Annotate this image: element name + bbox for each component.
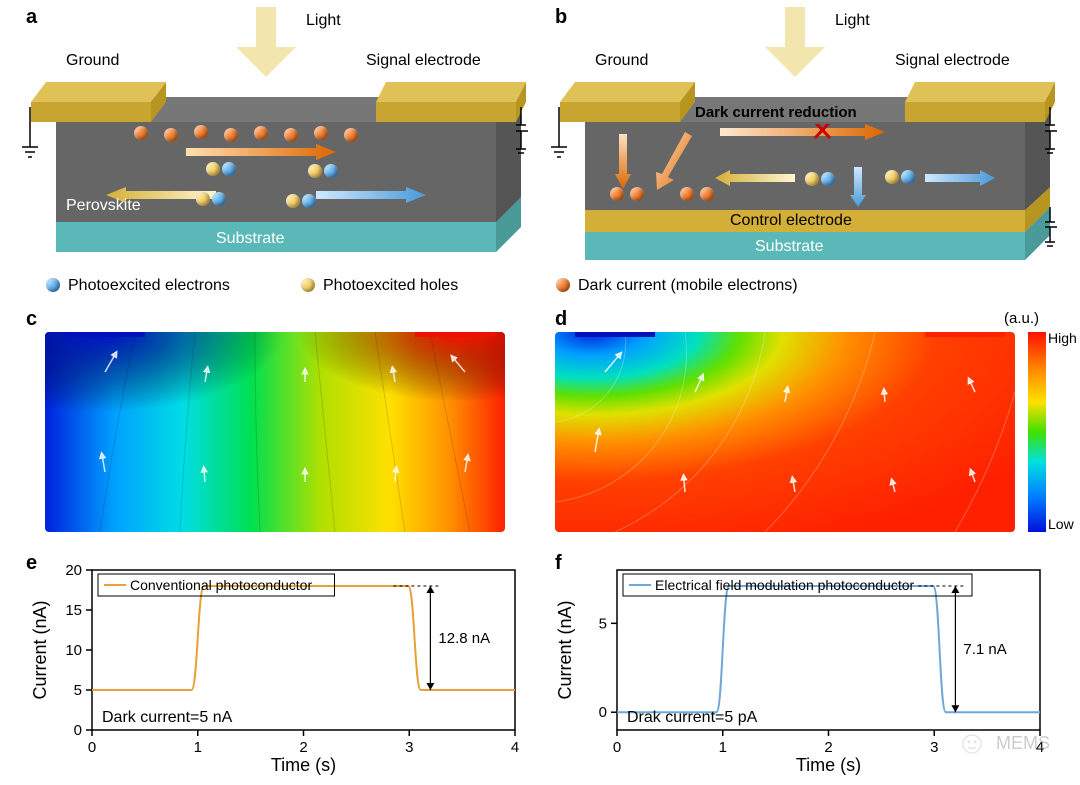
electron-particle	[222, 162, 236, 176]
svg-text:Current (nA): Current (nA)	[555, 600, 575, 699]
arrow-hole-b	[715, 170, 795, 186]
fieldmap-c	[45, 332, 505, 532]
hole-particle	[308, 164, 322, 178]
hole-particle	[286, 194, 300, 208]
svg-text:7.1 nA: 7.1 nA	[963, 641, 1006, 658]
svg-text:Dark current=5 nA: Dark current=5 nA	[102, 709, 233, 726]
fieldmap-d	[555, 332, 1015, 532]
au-label: (a.u.)	[1004, 310, 1039, 327]
panel-c-label: c	[26, 308, 37, 331]
svg-text:12.8 nA: 12.8 nA	[438, 630, 490, 647]
svg-text:3: 3	[930, 739, 938, 756]
svg-text:5: 5	[599, 615, 607, 632]
perovskite-label: Perovskite	[66, 197, 141, 215]
legend-electron-icon	[46, 278, 60, 292]
svg-text:5: 5	[74, 682, 82, 699]
dark-particle	[630, 187, 644, 201]
dark-particle	[134, 126, 148, 140]
dark-particle	[680, 187, 694, 201]
dark-particle	[344, 128, 358, 142]
light-label-a: Light	[306, 12, 341, 30]
svg-text:20: 20	[65, 562, 82, 579]
svg-text:2: 2	[299, 739, 307, 756]
legend-dark-icon	[556, 278, 570, 292]
electron-particle	[324, 164, 338, 178]
svg-text:15: 15	[65, 602, 82, 619]
legend-electrons: Photoexcited electrons	[68, 277, 230, 295]
colorbar	[1028, 332, 1046, 532]
signal-sym-b	[1045, 107, 1070, 177]
electron-particle	[821, 172, 835, 186]
control-label: Control electrode	[730, 212, 852, 230]
dark-particle	[700, 187, 714, 201]
svg-text:Electrical field modulation ph: Electrical field modulation photoconduct…	[655, 577, 914, 593]
svg-text:10: 10	[65, 642, 82, 659]
svg-text:0: 0	[613, 739, 621, 756]
dark-particle	[164, 128, 178, 142]
svg-text:0: 0	[599, 704, 607, 721]
svg-text:Current (nA): Current (nA)	[30, 600, 50, 699]
electron-particle	[212, 192, 226, 206]
svg-text:1: 1	[194, 739, 202, 756]
ground-sym-b	[549, 107, 569, 177]
arrow-elec-a	[316, 187, 426, 203]
svg-text:1: 1	[719, 739, 727, 756]
legend-hole-icon	[301, 278, 315, 292]
svg-text:3: 3	[405, 739, 413, 756]
control-sym-b	[1045, 207, 1070, 277]
svg-text:Conventional photoconductor: Conventional photoconductor	[130, 577, 312, 593]
svg-text:Time (s): Time (s)	[271, 755, 336, 775]
ground-sym-a	[20, 107, 40, 177]
dark-particle	[254, 126, 268, 140]
arrow-dark-a	[186, 144, 336, 160]
hole-particle	[206, 162, 220, 176]
svg-text:4: 4	[511, 739, 519, 756]
hole-particle	[805, 172, 819, 186]
high-label: High	[1048, 330, 1077, 346]
legend-dark: Dark current (mobile electrons)	[578, 277, 798, 295]
schematic-b: Light Ground Signal electrode	[555, 12, 1055, 257]
dark-particle	[314, 126, 328, 140]
light-label-b: Light	[835, 12, 870, 30]
svg-text:0: 0	[74, 722, 82, 739]
arrow-elec-b	[925, 170, 995, 186]
signal-sym-a	[516, 107, 541, 177]
arrow-down-blue	[850, 167, 866, 207]
legend-holes: Photoexcited holes	[323, 277, 458, 295]
electron-particle	[901, 170, 915, 184]
arrow-dark-b	[720, 124, 885, 140]
hole-particle	[196, 192, 210, 206]
dark-particle	[224, 128, 238, 142]
svg-text:Time (s): Time (s)	[796, 755, 861, 775]
legend-row: Photoexcited electrons Photoexcited hole…	[26, 275, 1054, 300]
panel-d-label: d	[555, 308, 567, 331]
arrow-down1	[615, 134, 631, 189]
dark-particle	[284, 128, 298, 142]
electron-particle	[302, 194, 316, 208]
dark-particle	[610, 187, 624, 201]
hole-particle	[885, 170, 899, 184]
dark-particle	[194, 125, 208, 139]
slab-a	[26, 67, 526, 257]
dark-reduction-label: Dark current reduction	[695, 104, 857, 121]
svg-text:2: 2	[824, 739, 832, 756]
substrate-label-b: Substrate	[755, 238, 823, 256]
low-label: Low	[1048, 516, 1074, 532]
svg-text:Drak current=5 pA: Drak current=5 pA	[627, 709, 758, 726]
arrow-diag	[650, 132, 700, 192]
substrate-label-a: Substrate	[216, 230, 284, 248]
svg-text:0: 0	[88, 739, 96, 756]
chart-e: 0 1 2 3 4 0 5 10 15 20 Time (s) Current (nA) Convent…	[30, 560, 525, 775]
watermark: MEMS	[961, 733, 1050, 755]
schematic-a: Light Ground Signal electrode	[26, 12, 526, 257]
